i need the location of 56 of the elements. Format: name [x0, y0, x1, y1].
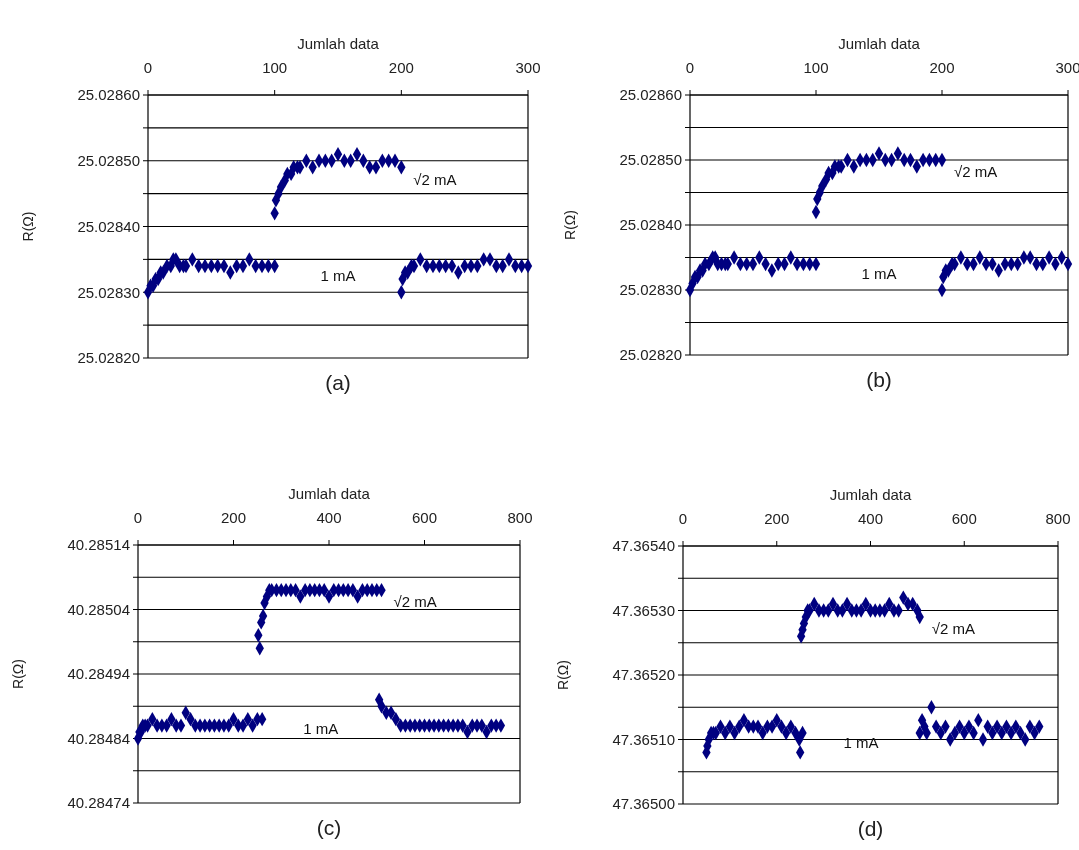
- y-axis-title: R(Ω): [555, 660, 571, 690]
- x-tick-label: 800: [507, 509, 533, 526]
- x-tick-label: 0: [133, 509, 143, 526]
- y-tick-label: 25.02830: [619, 281, 682, 299]
- x-tick-label: 200: [929, 59, 955, 76]
- x-tick-label: 200: [764, 510, 790, 527]
- y-tick-label: 40.28514: [67, 536, 130, 554]
- x-tick-label: 100: [262, 59, 288, 76]
- text: 1 mA: [320, 267, 356, 285]
- x-tick-label: 400: [316, 509, 342, 526]
- x-tick-label: 200: [388, 59, 414, 76]
- y-tick-label: 25.02860: [619, 86, 682, 104]
- y-tick-label: 40.28484: [67, 729, 130, 747]
- y-tick-label: 25.02820: [77, 349, 140, 367]
- x-tick-label: 0: [678, 510, 688, 527]
- text: (a): [325, 371, 351, 394]
- y-tick-label: 25.02840: [77, 217, 140, 235]
- y-tick-label: 47.36540: [612, 537, 675, 555]
- series-label: √2 mA: [954, 163, 998, 181]
- y-tick-label: 40.28504: [67, 600, 130, 618]
- x-tick-label: 400: [857, 510, 884, 527]
- x-tick-label: 0: [685, 59, 695, 76]
- y-tick-label: 25.02850: [619, 151, 682, 169]
- y-axis-title: R(Ω): [10, 659, 26, 689]
- x-tick-label: 300: [515, 59, 541, 76]
- x-axis-title: Jumlah data: [288, 485, 371, 502]
- text: (b): [866, 368, 892, 391]
- y-tick-label: 47.36510: [612, 730, 675, 748]
- series-label: √2 mA: [931, 620, 975, 638]
- y-axis-title: R(Ω): [562, 210, 578, 240]
- y-tick-label: 47.36500: [612, 795, 675, 813]
- y-tick-label: 25.02830: [77, 283, 140, 301]
- y-tick-label: 47.36530: [612, 601, 675, 619]
- y-tick-label: 25.02840: [619, 216, 682, 234]
- y-axis-title: R(Ω): [20, 211, 36, 242]
- x-tick-label: 600: [411, 509, 438, 526]
- series-label: √2 mA: [413, 170, 457, 188]
- series-label: √2 mA: [393, 593, 437, 611]
- y-tick-label: 25.02860: [77, 86, 140, 104]
- y-tick-label: 47.36520: [612, 666, 675, 684]
- x-axis-title: Jumlah data: [297, 35, 380, 52]
- x-axis-title: Jumlah data: [838, 35, 921, 52]
- y-tick-label: 25.02820: [619, 346, 682, 364]
- y-tick-label: 25.02850: [77, 152, 140, 169]
- x-axis-title: Jumlah data: [829, 486, 913, 503]
- x-tick-label: 200: [220, 509, 247, 526]
- x-tick-label: 800: [1045, 510, 1071, 527]
- x-tick-label: 600: [951, 510, 977, 527]
- text: 1 mA: [303, 720, 339, 738]
- text: (d): [857, 817, 884, 840]
- x-tick-label: 100: [803, 59, 829, 76]
- text: 1 mA: [861, 265, 897, 283]
- text: (c): [316, 816, 342, 839]
- y-tick-label: 40.28494: [67, 665, 130, 683]
- x-tick-label: 0: [143, 59, 153, 76]
- y-tick-label: 40.28474: [67, 794, 130, 812]
